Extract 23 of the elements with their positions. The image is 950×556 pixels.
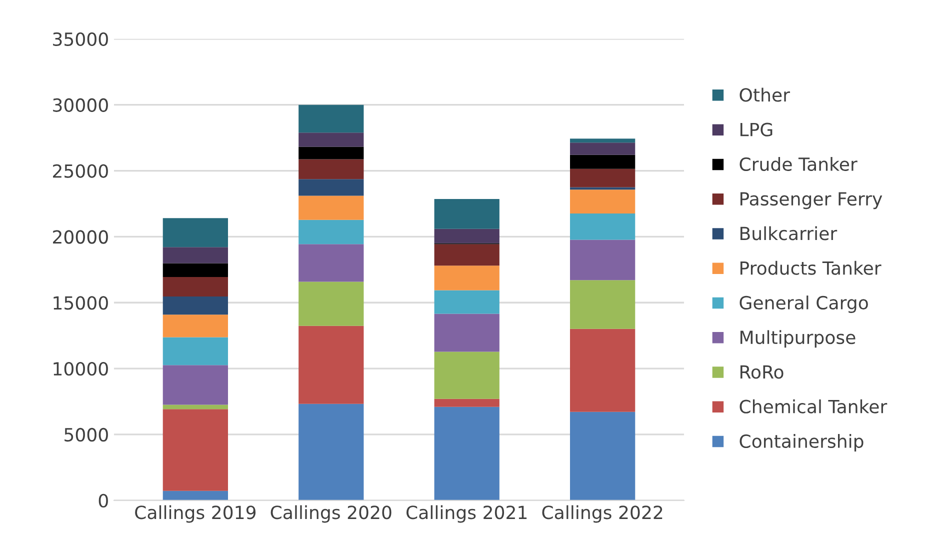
legend-label: Crude Tanker xyxy=(740,157,858,172)
legend-label: Products Tanker xyxy=(740,260,882,275)
legend-label: Multipurpose xyxy=(740,330,856,348)
y-tick-label: 20000 xyxy=(53,230,108,244)
y-tick-label: 35000 xyxy=(53,32,108,46)
legend-label: General Cargo xyxy=(740,296,868,314)
y-tick-label: 5000 xyxy=(64,428,108,442)
x-tick-label: Callings 2022 xyxy=(542,505,662,523)
legend-label: RoRo xyxy=(740,365,784,379)
legend-label: Other xyxy=(740,88,790,102)
y-tick-label: 25000 xyxy=(53,164,108,178)
legend-label: LPG xyxy=(740,122,772,136)
y-tick-label: 15000 xyxy=(54,296,108,310)
legend-label: Passenger Ferry xyxy=(740,192,882,210)
x-tick-label: Callings 2019 xyxy=(135,505,256,523)
y-tick-label: 10000 xyxy=(54,362,108,376)
legend-label: Chemical Tanker xyxy=(740,399,888,414)
legend-label: Containership xyxy=(740,434,864,452)
x-tick-label: Callings 2020 xyxy=(270,505,392,523)
x-tick-label: Callings 2021 xyxy=(406,505,527,523)
y-tick-label: 0 xyxy=(98,494,108,508)
y-tick-label: 30000 xyxy=(53,98,108,112)
legend-label: Bulkcarrier xyxy=(740,226,838,240)
